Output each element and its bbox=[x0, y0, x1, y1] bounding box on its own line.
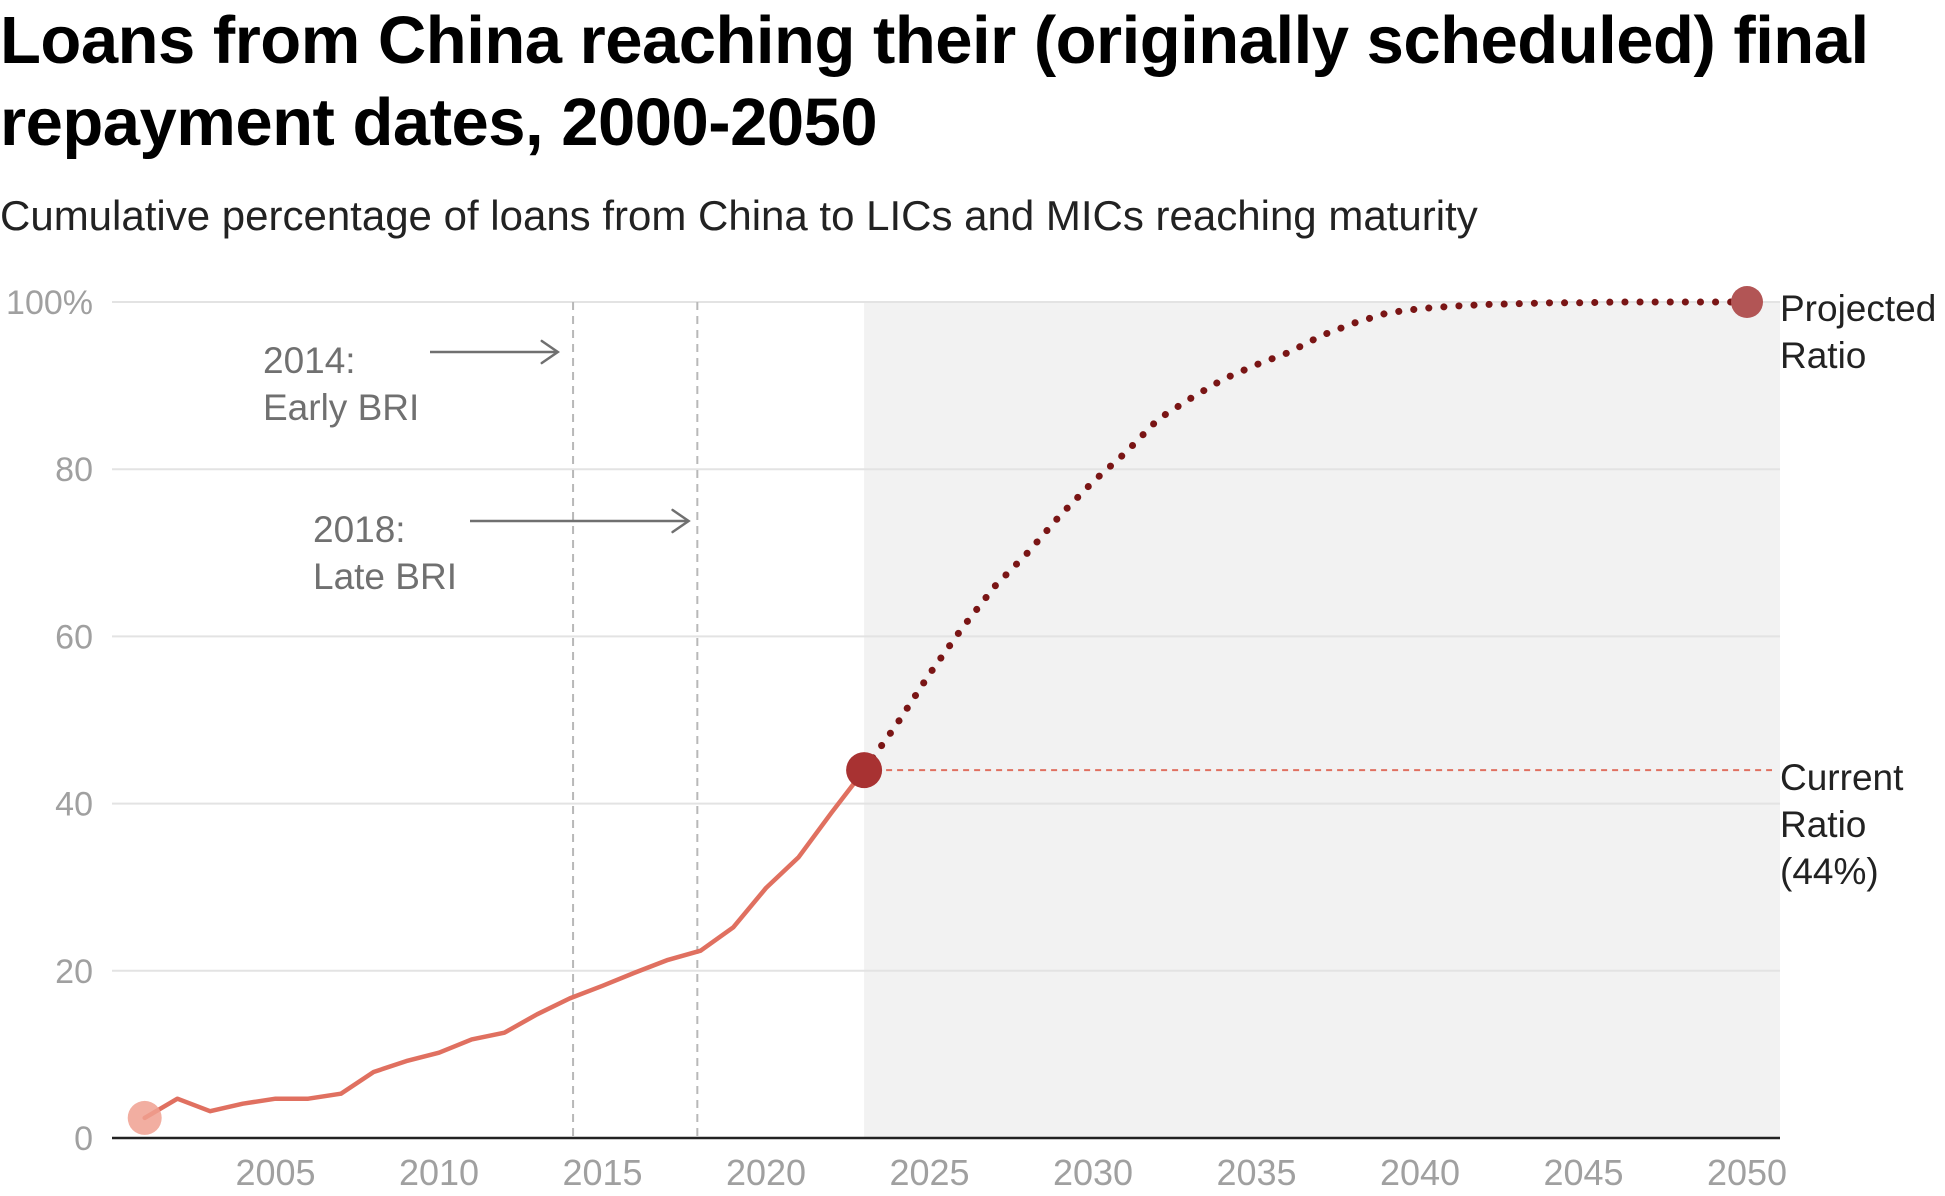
start-point-marker bbox=[127, 1100, 162, 1135]
chart-subtitle: Cumulative percentage of loans from Chin… bbox=[0, 192, 1478, 239]
projected-ratio-label-line: Ratio bbox=[1780, 335, 1866, 376]
arrowhead-icon bbox=[671, 508, 691, 534]
historical-series-line bbox=[142, 767, 867, 1121]
x-tick-label: 2035 bbox=[1216, 1152, 1296, 1193]
y-tick-label: 20 bbox=[55, 953, 93, 991]
projection-shade bbox=[864, 302, 1780, 1138]
x-tick-label: 2020 bbox=[726, 1152, 806, 1193]
y-tick-label: 40 bbox=[55, 786, 93, 824]
arrowhead-icon bbox=[540, 339, 561, 365]
x-tick-label: 2045 bbox=[1543, 1152, 1623, 1193]
late-bri-annotation-line: Late BRI bbox=[313, 556, 457, 597]
y-tick-label: 100% bbox=[6, 284, 93, 322]
current-ratio-label-line: Current bbox=[1780, 757, 1904, 798]
current-ratio-label-line: Ratio bbox=[1780, 804, 1866, 845]
early-bri-annotation-line: Early BRI bbox=[263, 387, 419, 428]
late-bri-annotation-line: 2018: bbox=[313, 509, 406, 550]
current-ratio-label-line: (44%) bbox=[1780, 851, 1879, 892]
chart-title: Loans from China reaching their (origina… bbox=[0, 3, 1869, 160]
x-tick-label: 2040 bbox=[1380, 1152, 1460, 1193]
x-tick-label: 2015 bbox=[562, 1152, 642, 1193]
y-tick-label: 60 bbox=[55, 618, 93, 656]
y-tick-label: 0 bbox=[74, 1120, 93, 1158]
y-tick-label: 80 bbox=[55, 451, 93, 489]
projected-ratio-marker bbox=[1731, 286, 1763, 318]
x-tick-label: 2010 bbox=[399, 1152, 479, 1193]
x-tick-label: 2025 bbox=[889, 1152, 969, 1193]
x-tick-label: 2005 bbox=[235, 1152, 315, 1193]
x-tick-label: 2030 bbox=[1053, 1152, 1133, 1193]
current-ratio-marker bbox=[846, 752, 883, 789]
projected-ratio-label-line: Projected bbox=[1780, 288, 1936, 329]
early-bri-annotation-line: 2014: bbox=[263, 340, 356, 381]
x-tick-label: 2050 bbox=[1707, 1152, 1787, 1193]
